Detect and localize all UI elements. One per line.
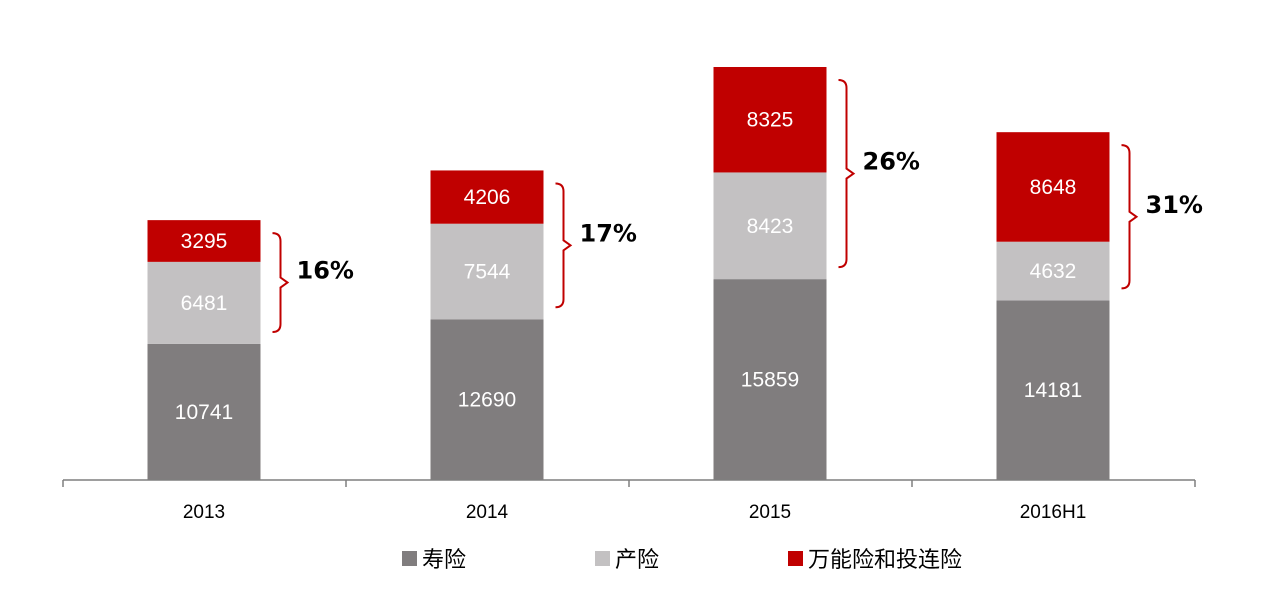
share-percent-label: 16% [297,257,354,285]
bar-segment-2015-1 [713,172,827,280]
data-label: 14181 [1024,379,1082,402]
data-label: 10741 [175,401,233,424]
bar-segment-2013-2 [147,220,261,262]
x-tick-label: 2015 [749,502,791,523]
data-label: 12690 [458,389,516,412]
data-label: 7544 [464,260,511,283]
bar-segment-2016H1-0 [996,300,1110,480]
bar-segment-2016H1-2 [996,132,1110,242]
data-label: 6481 [181,292,228,315]
data-label: 4632 [1030,260,1077,283]
share-bracket [272,232,290,333]
x-tick-label: 2014 [466,502,509,523]
data-label: 4206 [464,186,511,209]
data-label: 8648 [1030,176,1077,199]
legend-label: 万能险和投连险 [808,548,962,573]
bar-segment-2015-2 [713,67,827,173]
legend: 寿险 产险 万能险和投连险 [402,548,962,573]
bar-segment-2013-1 [147,261,261,344]
segment-labels-layer: 10741 6481 3295 12690 7544 4206 15859 8423 8325 1… [175,109,1082,424]
bar-segment-2015-0 [713,279,827,480]
share-bracket [838,79,856,269]
data-label: 8423 [747,215,794,238]
data-label: 15859 [741,369,799,392]
x-axis: 2013 2014 2015 2016H1 [62,479,1196,523]
share-percent-label: 17% [580,219,637,247]
bar-segment-2014-2 [430,170,544,224]
bar-segment-2014-0 [430,319,544,480]
legend-swatch [402,551,417,566]
legend-swatch [595,551,610,566]
legend-swatch [788,551,803,566]
data-label: 3295 [181,230,228,253]
share-bracket [555,182,573,309]
bar-segment-2016H1-1 [996,241,1110,301]
share-percent-label: 26% [863,148,920,176]
share-brackets-layer: 16% 17% 26% 31% [272,79,1203,333]
legend-label: 产险 [615,548,659,573]
legend-label: 寿险 [422,548,466,573]
x-tick-label: 2016H1 [1020,502,1087,523]
bar-segment-2014-1 [430,223,544,320]
x-tick-label: 2013 [183,502,225,523]
data-label: 8325 [747,109,794,132]
bar-segment-2013-0 [147,343,261,480]
share-percent-label: 31% [1146,191,1203,219]
bars-layer [147,67,1110,480]
share-bracket [1121,144,1139,290]
